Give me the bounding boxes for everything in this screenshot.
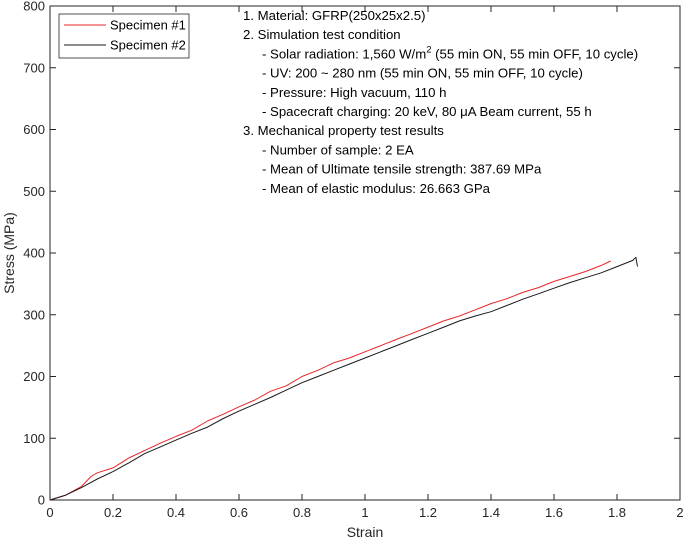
annotation-line: - Mean of elastic modulus: 26.663 GPa (262, 181, 491, 196)
x-axis-label: Strain (347, 524, 384, 540)
legend: Specimen #1 Specimen #2 (58, 13, 190, 59)
annotation-line: - Solar radiation: 1,560 W/m2 (55 min ON… (262, 44, 638, 61)
y-tick-label: 400 (23, 246, 45, 261)
legend-label-specimen-2: Specimen #2 (110, 38, 186, 53)
x-tick-label: 0.6 (230, 505, 248, 520)
y-tick-label: 700 (23, 60, 45, 75)
annotation-line: - UV: 200 ~ 280 nm (55 min ON, 55 min OF… (262, 66, 583, 81)
plot-area (50, 6, 680, 500)
y-tick-label: 200 (23, 369, 45, 384)
x-tick-label: 0.8 (293, 505, 311, 520)
annotation-line: - Mean of Ultimate tensile strength: 387… (262, 162, 542, 177)
series-line-specimen-2 (49, 256, 638, 501)
legend-label-specimen-1: Specimen #1 (110, 18, 186, 33)
y-tick-label: 600 (23, 122, 45, 137)
annotation-line: - Spacecraft charging: 20 keV, 80 μA Bea… (262, 104, 592, 119)
annotation-line: 2. Simulation test condition (243, 27, 401, 42)
x-tick-label: 1.6 (545, 505, 563, 520)
y-tick-label: 100 (23, 431, 45, 446)
y-tick-label: 800 (23, 0, 45, 14)
y-axis-label: Stress (MPa) (1, 212, 17, 294)
y-tick-label: 500 (23, 184, 45, 199)
annotation-line: - Pressure: High vacuum, 110 h (262, 85, 446, 100)
x-tick-label: 0 (46, 505, 53, 520)
x-tick-label: 1.4 (482, 505, 500, 520)
legend-box (58, 13, 190, 59)
series-line-specimen-1 (49, 260, 611, 501)
series-layer (49, 256, 638, 501)
y-tick-label: 0 (38, 493, 45, 508)
annotation-line: 3. Mechanical property test results (243, 123, 444, 138)
annotation-line: - Number of sample: 2 EA (262, 142, 414, 157)
annotation-block: 1. Material: GFRP(250x25x2.5) 2. Simulati… (243, 8, 638, 196)
tick-layer: 0 0.2 0.4 0.6 0.8 1 1.2 1.4 1.6 1.8 2 0 100 200 300 400… (23, 0, 683, 520)
x-tick-label: 1 (361, 505, 368, 520)
x-tick-label: 1.8 (608, 505, 626, 520)
annotation-line: 1. Material: GFRP(250x25x2.5) (243, 8, 426, 23)
x-tick-label: 0.2 (104, 505, 122, 520)
x-tick-label: 1.2 (419, 505, 437, 520)
x-tick-label: 2 (676, 505, 683, 520)
x-tick-label: 0.4 (167, 505, 185, 520)
y-tick-label: 300 (23, 307, 45, 322)
